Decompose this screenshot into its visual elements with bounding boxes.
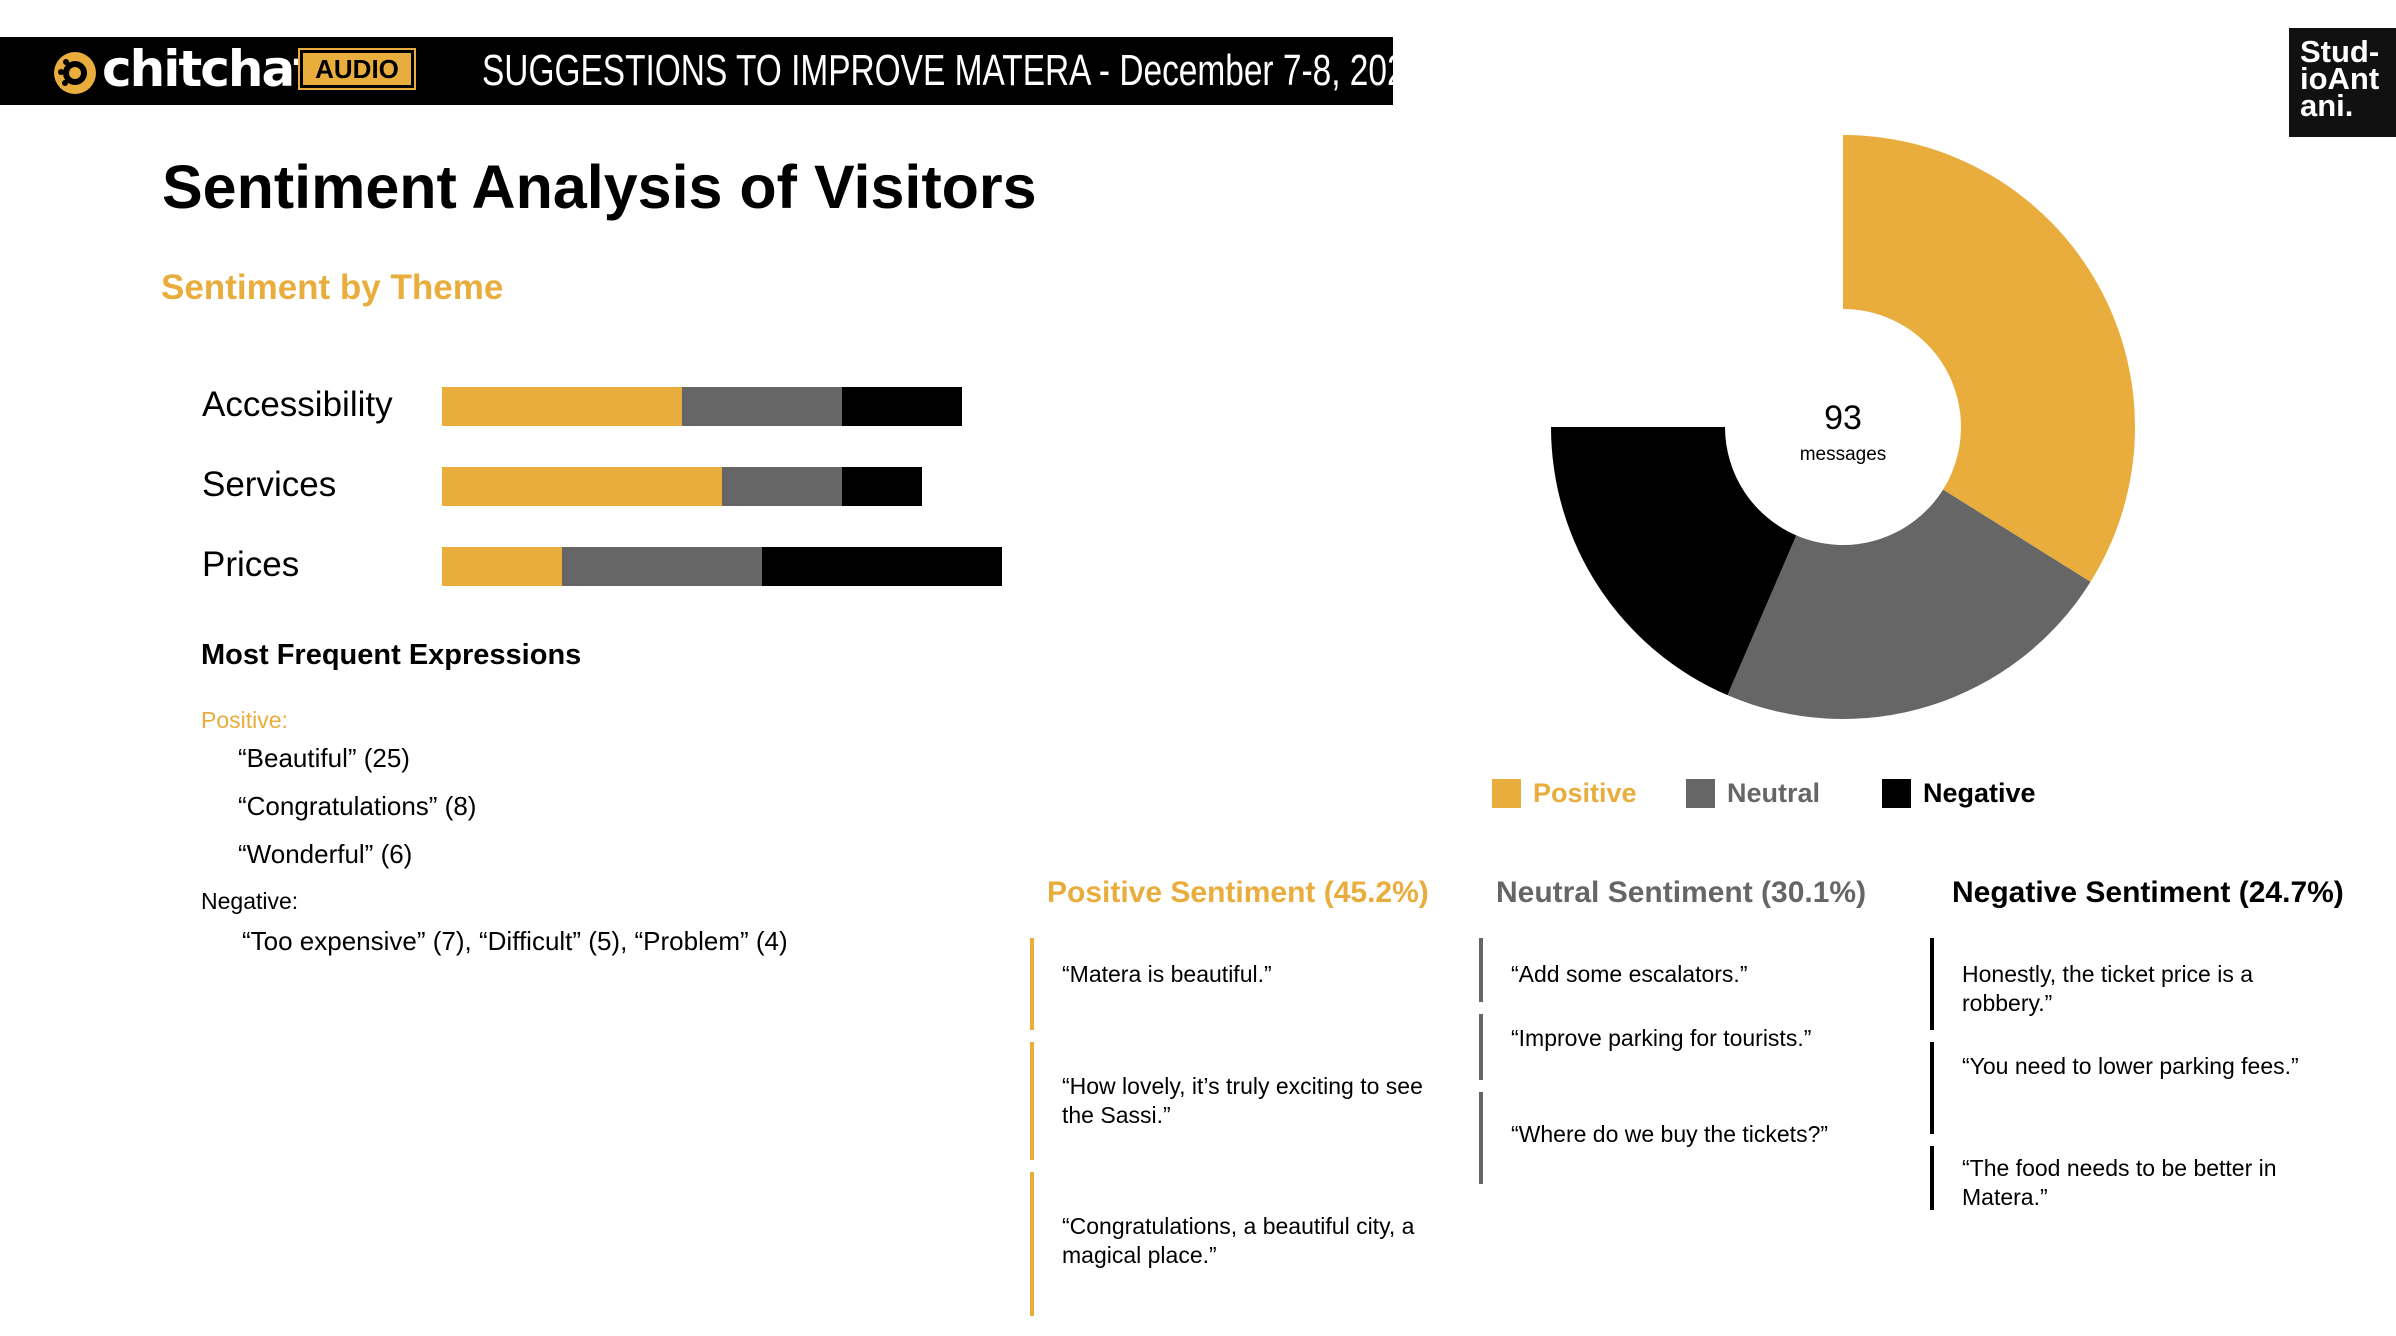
bar-row	[442, 387, 962, 426]
category-label: Accessibility	[202, 385, 393, 424]
bar-segment-positive	[442, 467, 722, 506]
positive-quote: “Congratulations, a beautiful city, a ma…	[1030, 1172, 1430, 1316]
positive-label: Positive:	[201, 707, 288, 733]
bar-row	[442, 547, 1002, 586]
negative-expressions: “Too expensive” (7), “Difficult” (5), “P…	[242, 926, 788, 956]
bar-segment-negative	[762, 547, 1002, 586]
category-label: Services	[202, 465, 337, 504]
positive-quote: “Matera is beautiful.”	[1030, 938, 1420, 1030]
studio-logo-line: ioAnt	[2300, 61, 2380, 96]
donut-center-label: messages	[1800, 444, 1887, 465]
legend-negative: Negative	[1882, 778, 2036, 808]
donut-slice-positive	[1843, 135, 2135, 582]
legend-label: Negative	[1923, 777, 2036, 808]
bar-segment-neutral	[682, 387, 842, 426]
legend-swatch	[1686, 778, 1715, 808]
page-title: Sentiment Analysis of Visitors	[162, 153, 1037, 221]
donut-slice-neutral	[1727, 489, 2091, 720]
bar-segment-negative	[842, 387, 962, 426]
bar-segment-negative	[842, 467, 922, 506]
donut-center-value: 93	[1824, 399, 1862, 437]
neutral-quote: “Where do we buy the tickets?”	[1479, 1092, 1899, 1184]
neutral-quote: “Add some escalators.”	[1479, 938, 1899, 1002]
bar-segment-positive	[442, 547, 562, 586]
positive-quote: “How lovely, it’s truly exciting to see …	[1030, 1042, 1430, 1160]
section-title: Sentiment by Theme	[161, 268, 504, 307]
legend-positive: Positive	[1492, 778, 1637, 808]
legend-label: Positive	[1533, 777, 1637, 808]
brand-logo-text: chitchat	[102, 40, 317, 98]
audio-badge: AUDIO	[298, 48, 416, 90]
legend-swatch	[1882, 778, 1911, 808]
bar-segment-neutral	[562, 547, 762, 586]
positive-column-title: Positive Sentiment (45.2%)	[1047, 876, 1429, 909]
donut-slice-negative	[1551, 427, 1797, 696]
studio-logo: Stud- ioAnt ani.	[2289, 28, 2396, 137]
category-label: Prices	[202, 545, 300, 584]
negative-quote: Honestly, the ticket price is a robbery.…	[1930, 938, 2330, 1030]
neutral-quote: “Improve parking for tourists.”	[1479, 1014, 1899, 1080]
sentiment-donut-chart: 93 messages	[1551, 135, 2135, 720]
legend-swatch	[1492, 778, 1521, 808]
neutral-column-title: Neutral Sentiment (30.1%)	[1496, 876, 1867, 909]
negative-quote: “The food needs to be better in Matera.”	[1930, 1146, 2330, 1210]
speech-bubble-icon	[54, 52, 96, 94]
negative-column-title: Negative Sentiment (24.7%)	[1952, 876, 2344, 909]
bar-segment-positive	[442, 387, 682, 426]
bar-row	[442, 467, 922, 506]
positive-expression: “Wonderful” (6)	[238, 839, 413, 869]
legend-neutral: Neutral	[1686, 778, 1820, 808]
positive-expression: “Beautiful” (25)	[238, 743, 410, 773]
legend-label: Neutral	[1727, 777, 1821, 808]
positive-expression: “Congratulations” (8)	[238, 791, 477, 821]
expressions-title: Most Frequent Expressions	[201, 639, 582, 671]
studio-logo-line: Stud-	[2300, 34, 2380, 69]
studio-logo-line: ani.	[2300, 88, 2354, 123]
negative-quote: “You need to lower parking fees.”	[1930, 1042, 2350, 1134]
bar-segment-neutral	[722, 467, 842, 506]
header-banner: chitchat AUDIO SUGGESTIONS TO IMPROVE MA…	[0, 37, 1424, 105]
negative-label: Negative:	[201, 888, 299, 914]
banner-title: SUGGESTIONS TO IMPROVE MATERA - December…	[482, 46, 1425, 95]
